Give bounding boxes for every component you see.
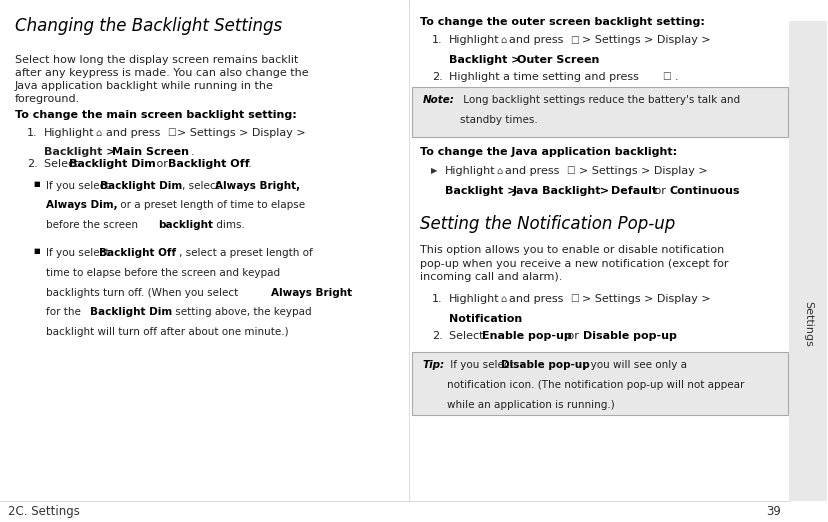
Text: and press: and press bbox=[508, 294, 563, 304]
Text: 2C. Settings: 2C. Settings bbox=[8, 505, 80, 518]
Text: setting above, the keypad: setting above, the keypad bbox=[171, 307, 311, 317]
Text: notification icon. (The notification pop-up will not appear: notification icon. (The notification pop… bbox=[446, 380, 744, 390]
Text: 2.: 2. bbox=[431, 331, 442, 341]
Text: > Settings > Display >: > Settings > Display > bbox=[578, 166, 706, 176]
Text: 2.: 2. bbox=[27, 159, 38, 169]
Text: .: . bbox=[666, 331, 669, 341]
Text: > Settings > Display >: > Settings > Display > bbox=[581, 294, 710, 304]
FancyBboxPatch shape bbox=[788, 21, 826, 501]
Text: , select a preset length of: , select a preset length of bbox=[178, 248, 312, 258]
Text: If you select: If you select bbox=[446, 360, 517, 370]
Text: Tip:: Tip: bbox=[421, 360, 444, 370]
Text: ■: ■ bbox=[33, 248, 40, 254]
Text: .: . bbox=[190, 147, 195, 157]
Text: or: or bbox=[651, 186, 669, 196]
Text: Backlight >: Backlight > bbox=[444, 186, 519, 196]
Text: > Settings > Display >: > Settings > Display > bbox=[581, 35, 710, 45]
Text: standby times.: standby times. bbox=[460, 115, 537, 125]
Text: ☐: ☐ bbox=[166, 128, 176, 138]
Text: Highlight: Highlight bbox=[448, 35, 498, 45]
FancyBboxPatch shape bbox=[412, 87, 787, 137]
Text: 1.: 1. bbox=[431, 35, 442, 45]
Text: backlight: backlight bbox=[157, 220, 213, 230]
Text: Settings: Settings bbox=[802, 301, 812, 347]
Text: Continuous: Continuous bbox=[669, 186, 739, 196]
Text: 1.: 1. bbox=[431, 294, 442, 304]
Text: Always Bright: Always Bright bbox=[271, 288, 352, 298]
Text: while an application is running.): while an application is running.) bbox=[446, 400, 614, 410]
Text: and press: and press bbox=[504, 166, 559, 176]
Text: >: > bbox=[595, 186, 612, 196]
Text: Always Dim,: Always Dim, bbox=[46, 200, 118, 210]
Text: ▶: ▶ bbox=[431, 166, 437, 175]
Text: backlight will turn off after about one minute.): backlight will turn off after about one … bbox=[46, 327, 289, 337]
Text: ☐: ☐ bbox=[662, 72, 670, 82]
Text: .: . bbox=[588, 55, 591, 65]
Text: If you select: If you select bbox=[46, 181, 113, 191]
Text: To change the Java application backlight:: To change the Java application backlight… bbox=[419, 147, 676, 157]
Text: ☐: ☐ bbox=[570, 294, 578, 304]
Text: Always Bright,: Always Bright, bbox=[214, 181, 300, 191]
Text: or a preset length of time to elapse: or a preset length of time to elapse bbox=[117, 200, 305, 210]
Text: ■: ■ bbox=[33, 181, 40, 186]
Text: If you select: If you select bbox=[46, 248, 113, 258]
Text: Backlight >: Backlight > bbox=[44, 147, 119, 157]
Text: Main Screen: Main Screen bbox=[112, 147, 188, 157]
Text: or: or bbox=[152, 159, 171, 169]
Text: Backlight Dim: Backlight Dim bbox=[90, 307, 172, 317]
Text: dims.: dims. bbox=[213, 220, 245, 230]
Text: Setting the Notification Pop-up: Setting the Notification Pop-up bbox=[419, 215, 674, 233]
Text: Note:: Note: bbox=[421, 95, 454, 105]
Text: for the: for the bbox=[46, 307, 84, 317]
Text: Backlight >: Backlight > bbox=[448, 55, 523, 65]
Text: ☐: ☐ bbox=[570, 35, 578, 45]
Text: .: . bbox=[731, 186, 735, 196]
Text: 39: 39 bbox=[765, 505, 780, 518]
Text: Select: Select bbox=[448, 331, 486, 341]
Text: , select: , select bbox=[181, 181, 223, 191]
Text: time to elapse before the screen and keypad: time to elapse before the screen and key… bbox=[46, 268, 280, 278]
Text: Changing the Backlight Settings: Changing the Backlight Settings bbox=[15, 17, 282, 34]
Text: and press: and press bbox=[508, 35, 563, 45]
Text: Java Backlight: Java Backlight bbox=[512, 186, 600, 196]
Text: ⌂: ⌂ bbox=[95, 128, 101, 138]
Text: Enable pop-up: Enable pop-up bbox=[481, 331, 571, 341]
Text: > Settings > Display >: > Settings > Display > bbox=[176, 128, 306, 138]
Text: .: . bbox=[516, 314, 520, 324]
Text: backlights turn off. (When you select: backlights turn off. (When you select bbox=[46, 288, 242, 298]
Text: Highlight: Highlight bbox=[448, 294, 498, 304]
Text: Highlight: Highlight bbox=[44, 128, 94, 138]
Text: Default: Default bbox=[610, 186, 656, 196]
Text: Select how long the display screen remains backlit
after any keypress is made. Y: Select how long the display screen remai… bbox=[15, 55, 308, 104]
Text: ⌂: ⌂ bbox=[495, 166, 502, 176]
Text: .: . bbox=[248, 159, 251, 169]
Text: ☐: ☐ bbox=[566, 166, 575, 176]
Text: Select: Select bbox=[44, 159, 82, 169]
Text: 2.: 2. bbox=[431, 72, 442, 82]
Text: and press: and press bbox=[106, 128, 160, 138]
Text: Disable pop-up: Disable pop-up bbox=[500, 360, 589, 370]
Text: before the screen: before the screen bbox=[46, 220, 142, 230]
Text: 1.: 1. bbox=[27, 128, 38, 138]
Text: Notification: Notification bbox=[448, 314, 522, 324]
Text: ⌂: ⌂ bbox=[499, 35, 506, 45]
Text: This option allows you to enable or disable notification
pop-up when you receive: This option allows you to enable or disa… bbox=[419, 245, 728, 282]
Text: Backlight Off: Backlight Off bbox=[167, 159, 249, 169]
Text: ⌂: ⌂ bbox=[499, 294, 506, 304]
Text: Backlight Off: Backlight Off bbox=[99, 248, 176, 258]
Text: , you will see only a: , you will see only a bbox=[584, 360, 686, 370]
Text: Outer Screen: Outer Screen bbox=[516, 55, 598, 65]
Text: To change the main screen backlight setting:: To change the main screen backlight sett… bbox=[15, 110, 296, 120]
FancyBboxPatch shape bbox=[412, 352, 787, 415]
Text: Highlight a time setting and press: Highlight a time setting and press bbox=[448, 72, 638, 82]
Text: Disable pop-up: Disable pop-up bbox=[582, 331, 676, 341]
Text: Highlight: Highlight bbox=[444, 166, 494, 176]
Text: To change the outer screen backlight setting:: To change the outer screen backlight set… bbox=[419, 17, 704, 27]
Text: Backlight Dim: Backlight Dim bbox=[70, 159, 156, 169]
Text: Backlight Dim: Backlight Dim bbox=[100, 181, 182, 191]
Text: or: or bbox=[563, 331, 581, 341]
Text: Long backlight settings reduce the battery's talk and: Long backlight settings reduce the batte… bbox=[460, 95, 739, 105]
Text: .: . bbox=[674, 72, 677, 82]
